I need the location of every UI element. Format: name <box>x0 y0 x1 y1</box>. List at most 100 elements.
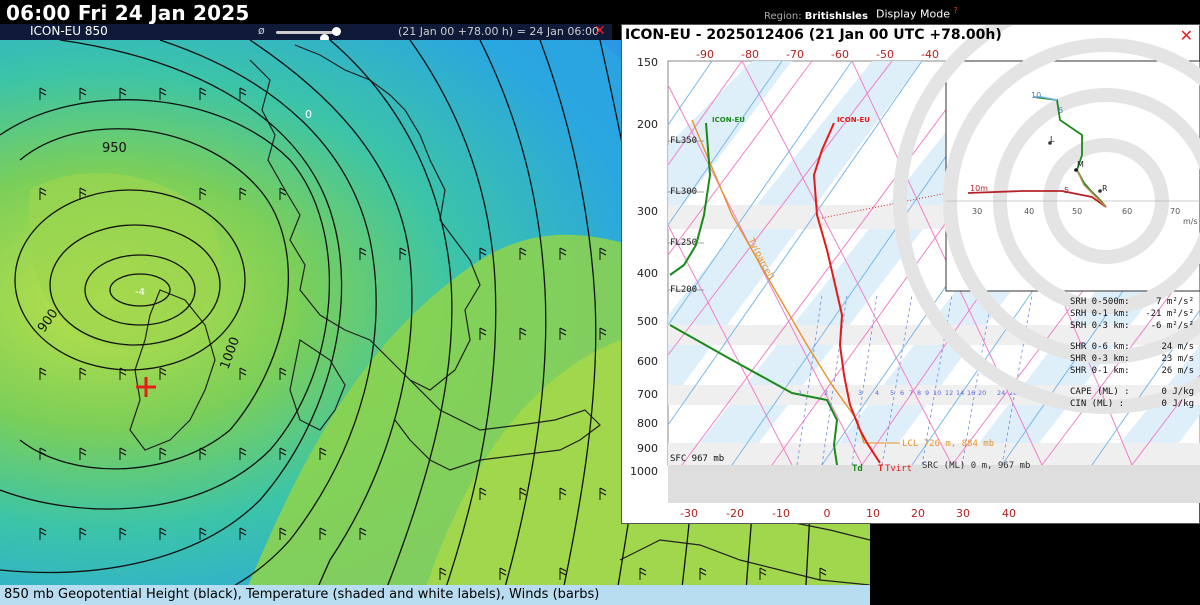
bottom-temp-tick: 0 <box>824 507 831 520</box>
svg-text:4: 4 <box>875 389 879 397</box>
temperature-label: -4 <box>135 287 145 298</box>
temp-model-label: ICON-EU <box>837 116 870 124</box>
below-ground <box>668 465 1200 503</box>
map-close-icon[interactable]: ✕ <box>594 23 606 39</box>
svg-text:7: 7 <box>909 389 913 397</box>
index-value: -6 m²/s² <box>1151 321 1194 331</box>
index-name: SHR 0-3 km: <box>1070 354 1130 364</box>
bottom-temp-tick: -20 <box>726 507 744 520</box>
pressure-tick: 500 <box>637 315 658 328</box>
pressure-tick: 700 <box>637 388 658 401</box>
bottom-temp-tick: -30 <box>680 507 698 520</box>
surface-pressure-label: SFC 967 mb <box>670 454 724 464</box>
svg-text:3: 3 <box>858 389 862 397</box>
low-centre-shading <box>28 173 221 350</box>
help-icon[interactable]: ? <box>953 6 958 15</box>
tvirt-label: Tvirt <box>885 464 912 474</box>
index-name: SRH 0-500m: <box>1070 297 1130 307</box>
index-name: SHR 0-6 km: <box>1070 342 1130 352</box>
lcl-label: LCL 726 m, 884 mb <box>902 439 994 449</box>
pressure-tick: 800 <box>637 417 658 430</box>
index-value: 23 m/s <box>1161 354 1194 364</box>
slider-knob[interactable] <box>320 34 329 43</box>
opacity-slider[interactable] <box>276 31 336 43</box>
top-temp-tick: -70 <box>786 48 804 61</box>
region-label: Region: <box>764 11 802 22</box>
index-value: 7 m²/s² <box>1156 297 1194 307</box>
svg-text:24: 24 <box>997 389 1005 397</box>
index-value: 24 m/s <box>1161 342 1194 352</box>
t-label: T <box>878 464 884 474</box>
hodo-point-label: 5 <box>1064 186 1069 195</box>
index-name: CAPE (ML) : <box>1070 387 1130 397</box>
source-parcel-label: SRC (ML) 0 m, 967 mb <box>922 461 1030 471</box>
hodograph-link <box>821 192 948 219</box>
sounding-close-icon[interactable]: ✕ <box>1179 26 1193 45</box>
forecast-valid-time: (21 Jan 00 +78.00 h) = 24 Jan 06:00 <box>398 25 600 38</box>
svg-text:2: 2 <box>824 389 828 397</box>
hodo-point-label: 10m <box>970 184 988 193</box>
index-value: 0 J/kg <box>1161 387 1194 397</box>
hodo-ring-label: 70 <box>1170 207 1180 216</box>
hodo-ring-label: 40 <box>1024 207 1034 216</box>
hodo-unit-label: m/s <box>1183 217 1198 226</box>
svg-text:14: 14 <box>956 389 964 397</box>
temperature-label: 0 <box>305 108 312 121</box>
slider-end-dot <box>332 27 341 36</box>
bottom-temp-tick: -10 <box>772 507 790 520</box>
pressure-tick: 400 <box>637 267 658 280</box>
skewt-svg: FL350 FL300 FL250 FL200 ICON-EU ICON-EU … <box>630 25 1200 520</box>
contour-label: 950 <box>102 141 127 156</box>
flight-level-label: FL250 <box>670 238 697 248</box>
hodo-ring-label: 50 <box>1072 207 1082 216</box>
map-model-title: ICON-EU 850 <box>30 24 108 38</box>
opacity-icon: ø <box>258 24 265 37</box>
index-name: SRH 0-3 km: <box>1070 321 1130 331</box>
flight-level-label: FL300 <box>670 187 697 197</box>
pressure-tick: 200 <box>637 118 658 131</box>
svg-text:1: 1 <box>798 389 802 397</box>
hodograph[interactable]: 30 40 50 60 70 m/s 10 6 L M R 5 10m <box>893 25 1200 414</box>
svg-text:5: 5 <box>890 389 894 397</box>
hodo-point-label: L <box>1050 135 1055 144</box>
hodo-point-label: R <box>1102 184 1108 193</box>
hodo-ring-label: 30 <box>972 207 982 216</box>
dewpoint-model-label: ICON-EU <box>712 116 745 124</box>
display-mode-button[interactable]: Display Mode ? <box>876 6 958 21</box>
dewpoint-upper <box>669 122 712 276</box>
flight-level-ticks <box>668 140 704 291</box>
top-temp-tick: -80 <box>741 48 759 61</box>
region-value: BritishIsles <box>804 11 868 22</box>
td-label: Td <box>852 464 863 474</box>
svg-text:9: 9 <box>925 389 929 397</box>
pressure-tick: 900 <box>637 442 658 455</box>
sounding-title: ICON-EU - 2025012406 (21 Jan 00 UTC +78.… <box>625 27 1002 43</box>
bottom-temp-tick: 10 <box>866 507 880 520</box>
pressure-tick: 600 <box>637 355 658 368</box>
top-temp-tick: -40 <box>921 48 939 61</box>
svg-text:12: 12 <box>945 389 953 397</box>
pressure-tick: 300 <box>637 205 658 218</box>
index-name: CIN (ML) : <box>1070 399 1124 409</box>
pressure-tick: 1000 <box>630 465 658 478</box>
svg-text:10: 10 <box>933 389 941 397</box>
svg-text:20: 20 <box>978 389 986 397</box>
index-name: SRH 0-1 km: <box>1070 309 1130 319</box>
hodo-point-label: 10 <box>1031 91 1041 100</box>
flight-level-label: FL350 <box>670 136 697 146</box>
sounding-location-marker[interactable] <box>136 377 156 397</box>
map-header: ICON-EU 850 ø (21 Jan 00 +78.00 h) = 24 … <box>0 23 612 43</box>
bottom-temp-tick: 20 <box>911 507 925 520</box>
svg-text:8: 8 <box>917 389 921 397</box>
bottom-temp-tick: 30 <box>956 507 970 520</box>
svg-text:6: 6 <box>900 389 904 397</box>
top-temp-tick: -90 <box>696 48 714 61</box>
top-temp-tick: -60 <box>831 48 849 61</box>
svg-text:28: 28 <box>1009 389 1017 397</box>
hodo-point-label: 6 <box>1058 106 1063 115</box>
skewt-sounding-panel[interactable]: FL350 FL300 FL250 FL200 ICON-EU ICON-EU … <box>621 24 1200 524</box>
dewpoint-curve <box>669 324 839 466</box>
hodo-point-label: M <box>1077 160 1084 169</box>
region-selector[interactable]: Region: BritishIsles <box>764 11 868 22</box>
pressure-tick: 150 <box>637 56 658 69</box>
